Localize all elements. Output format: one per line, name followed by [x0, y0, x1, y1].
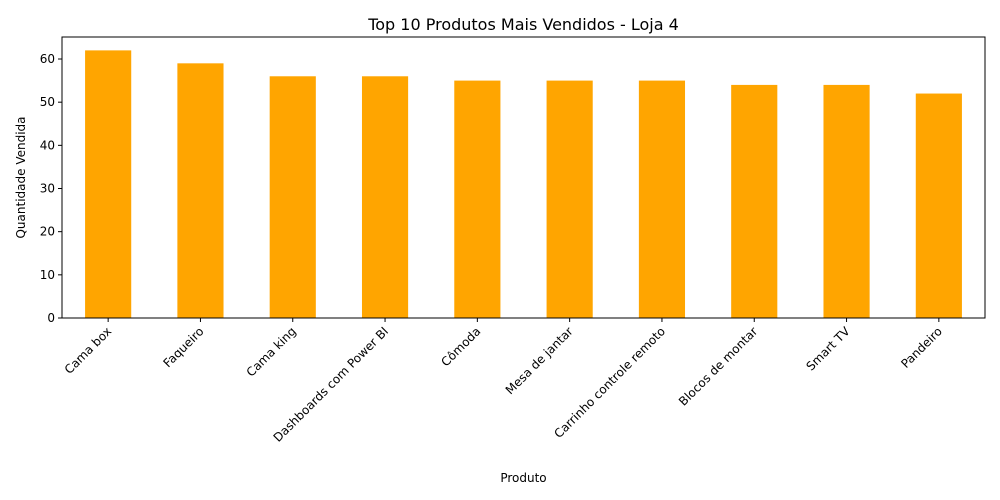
y-tick-label-5: 50 — [40, 95, 55, 109]
bar-10 — [915, 93, 962, 318]
x-axis-label: Produto — [500, 471, 546, 485]
bar-1 — [85, 50, 132, 318]
y-tick-label-3: 30 — [40, 182, 55, 196]
bar-2 — [177, 63, 224, 318]
bar-4 — [361, 76, 409, 318]
y-tick-label-2: 20 — [40, 225, 55, 239]
chart-title: Top 10 Produtos Mais Vendidos - Loja 4 — [367, 15, 679, 34]
y-tick-label-0: 0 — [47, 311, 55, 325]
bar-8 — [731, 84, 778, 318]
y-tick-label-1: 10 — [40, 268, 55, 282]
y-tick-label-4: 40 — [40, 138, 55, 152]
y-axis-label: Quantidade Vendida — [14, 116, 28, 238]
bar-6 — [546, 80, 593, 318]
y-tick-label-6: 60 — [40, 52, 55, 66]
bar-7 — [638, 80, 686, 318]
bar-5 — [454, 80, 501, 318]
y-axis: 0 10 20 30 40 50 60 — [40, 52, 62, 325]
bar-3 — [269, 76, 316, 318]
bar-9 — [823, 84, 870, 318]
plot-area — [85, 50, 962, 318]
plot-frame — [61, 36, 986, 319]
